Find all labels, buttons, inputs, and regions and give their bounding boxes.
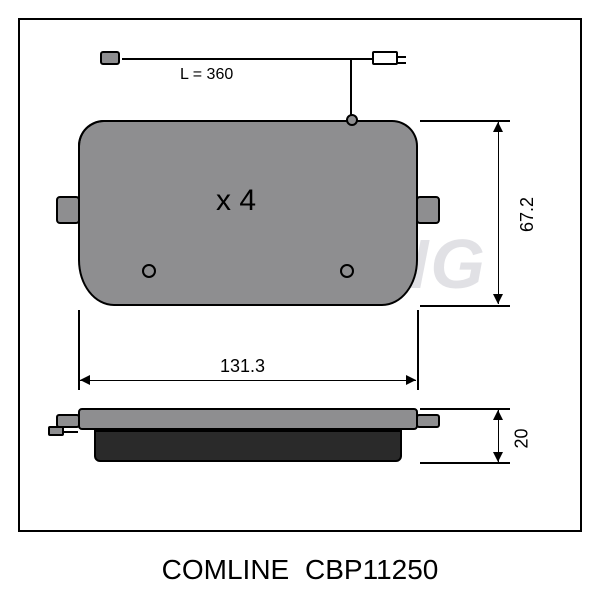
sensor-wire-top	[122, 58, 350, 60]
brake-pad-edge-back	[78, 408, 418, 430]
diagram-canvas: TRUSTING L = 360 x 4 131.3 67.2	[0, 0, 600, 600]
dim-width-value: 131.3	[220, 356, 265, 377]
brand-caption: COMLINE CBP11250	[0, 554, 600, 586]
dim-arrow	[493, 410, 503, 420]
pad-tab-right	[416, 196, 440, 224]
brake-pad-edge-lining	[94, 430, 402, 462]
wire-connector	[372, 51, 398, 65]
sensor-entry	[346, 114, 358, 126]
pad-tab-edge-right	[416, 414, 440, 428]
brand-name: COMLINE	[162, 554, 290, 585]
rivet-hole	[340, 264, 354, 278]
dim-width-line	[80, 380, 416, 381]
part-number: CBP11250	[305, 554, 438, 585]
wire-length-label: L = 360	[180, 66, 233, 84]
rivet-hole	[142, 264, 156, 278]
dim-arrow	[80, 375, 90, 385]
pad-tab-edge-left	[56, 414, 80, 428]
sensor-body	[100, 51, 120, 65]
dim-height-line	[498, 122, 499, 304]
dim-arrow	[493, 294, 503, 304]
dim-arrow	[406, 375, 416, 385]
sensor-wire-to-connector	[350, 58, 372, 60]
dim-ext	[420, 305, 510, 307]
pad-tab-left	[56, 196, 80, 224]
dim-ext	[417, 310, 419, 390]
sensor-wire-drop	[350, 58, 352, 118]
dim-height-value: 67.2	[517, 197, 538, 232]
dim-thickness-value: 20	[512, 428, 533, 448]
sensor-wire-edge	[64, 431, 78, 433]
dim-ext	[420, 462, 510, 464]
dim-arrow	[493, 122, 503, 132]
dim-arrow	[493, 452, 503, 462]
quantity-label: x 4	[216, 184, 256, 218]
